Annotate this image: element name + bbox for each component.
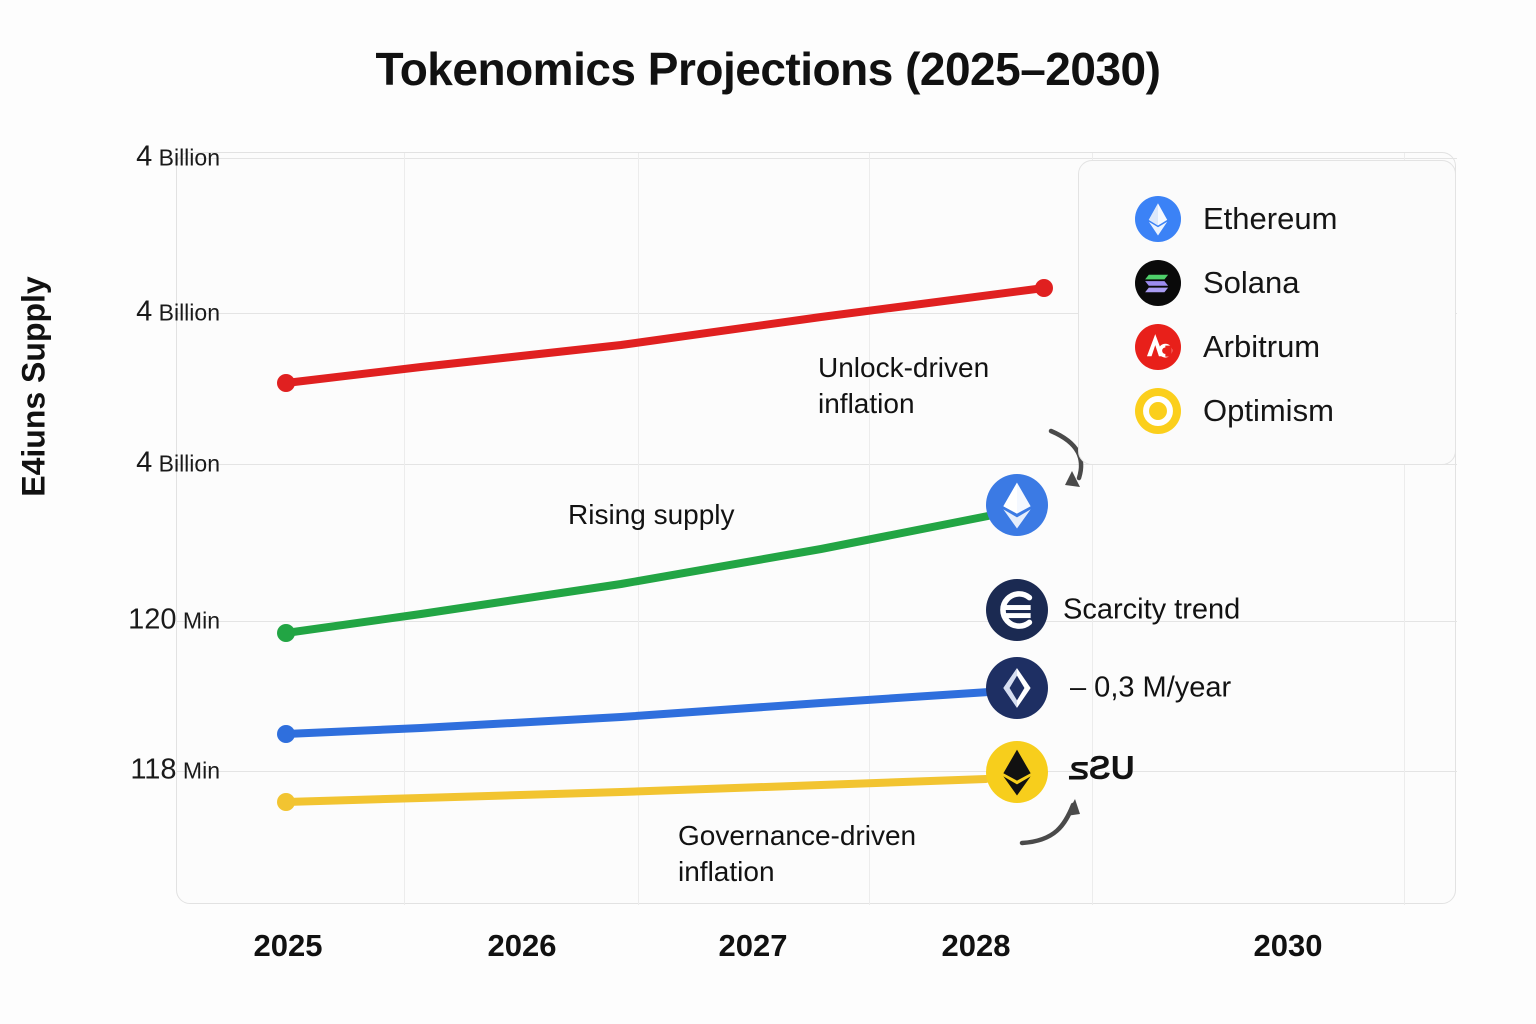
diamond-navy-marker-icon[interactable] [986, 657, 1048, 719]
y-tick-value: 118 [130, 753, 177, 786]
y-tick-value: 4 [136, 446, 153, 479]
ethereum-blue-marker-icon[interactable] [986, 474, 1048, 536]
legend-item-optimism[interactable]: Optimism [1135, 379, 1455, 443]
y-tick-unit: Billion [152, 144, 220, 171]
legend-item-label: Arbitrum [1203, 329, 1321, 364]
annotation-rate-per-year: – 0,3 M/year [1070, 671, 1232, 704]
gridline-horizontal-4 [177, 771, 1457, 772]
y-tick-unit: Min [176, 607, 220, 634]
series-end-marker-arbitrum [1035, 279, 1053, 297]
euro-navy-marker-icon[interactable] [986, 579, 1048, 641]
series-start-marker-solana [277, 624, 295, 642]
series-start-marker-arbitrum [277, 374, 295, 392]
series-start-marker-optimism [277, 793, 295, 811]
series-line-arbitrum [282, 284, 1048, 387]
optimism-logo-icon [1135, 388, 1181, 434]
legend-item-solana[interactable]: Solana [1135, 251, 1455, 315]
y-axis-tick-label-0: 4 Billion [136, 141, 220, 174]
y-tick-unit: Min [176, 757, 220, 784]
annotation-scarcity-trend: Scarcity trend [1063, 593, 1241, 626]
gridline-vertical-1 [638, 153, 639, 905]
solana-logo-icon [1135, 260, 1181, 306]
legend-item-label: Solana [1203, 265, 1300, 300]
series-start-marker-ethereum [277, 725, 295, 743]
y-axis-tick-label-1: 4 Billion [136, 296, 220, 329]
gridline-vertical-0 [404, 153, 405, 905]
x-axis-tick-label-0: 2025 [253, 928, 323, 963]
y-tick-unit: Billion [152, 299, 220, 326]
series-line-ethereum [282, 688, 993, 738]
y-axis-tick-label-4: 118 Min [130, 754, 220, 787]
ethereum-gold-marker-icon[interactable] [986, 741, 1048, 803]
page-title: Tokenomics Projections (2025–2030) [375, 43, 1161, 95]
gridline-vertical-4 [1404, 153, 1405, 905]
x-axis-tick-label-2: 2027 [718, 928, 788, 963]
legend-item-ethereum[interactable]: Ethereum [1135, 187, 1455, 251]
y-axis-title: E4iuns Supply [15, 276, 52, 497]
y-tick-value: 120 [128, 603, 177, 636]
gridline-horizontal-2 [177, 464, 1457, 465]
legend[interactable]: Ethereum Solana Arbitrum Optimism [1078, 160, 1456, 465]
y-tick-value: 4 [136, 295, 153, 328]
annotation-rising-supply: Rising supply [568, 499, 735, 530]
y-tick-value: 4 [136, 140, 153, 173]
x-axis-tick-label-4: 2030 [1253, 928, 1323, 963]
series-line-solana [282, 512, 992, 637]
legend-item-label: Optimism [1203, 393, 1334, 428]
y-tick-unit: Billion [152, 450, 220, 477]
ethereum-logo-icon [1135, 196, 1181, 242]
annotation-garbled-label: US౽ [1069, 749, 1135, 786]
y-axis-tick-label-3: 120 Min [128, 604, 220, 637]
y-axis-tick-label-2: 4 Billion [136, 447, 220, 480]
legend-item-label: Ethereum [1203, 201, 1338, 236]
annotation-governance-driven-inflation: Governance-driven inflation [678, 820, 917, 887]
gridline-horizontal-3 [177, 621, 1457, 622]
x-axis-tick-label-3: 2028 [941, 928, 1011, 963]
series-layer [277, 279, 1053, 811]
series-line-optimism [282, 775, 990, 806]
gridline-vertical-2 [869, 153, 870, 905]
legend-item-arbitrum[interactable]: Arbitrum [1135, 315, 1455, 379]
x-axis-tick-label-1: 2026 [487, 928, 557, 963]
gridline-horizontal-0 [177, 158, 1457, 159]
gridline-horizontal-1 [177, 313, 1457, 314]
gridline-vertical-3 [1092, 153, 1093, 905]
annotation-unlock-driven-inflation: Unlock-driven inflation [818, 352, 990, 419]
arbitrum-logo-icon [1135, 324, 1181, 370]
